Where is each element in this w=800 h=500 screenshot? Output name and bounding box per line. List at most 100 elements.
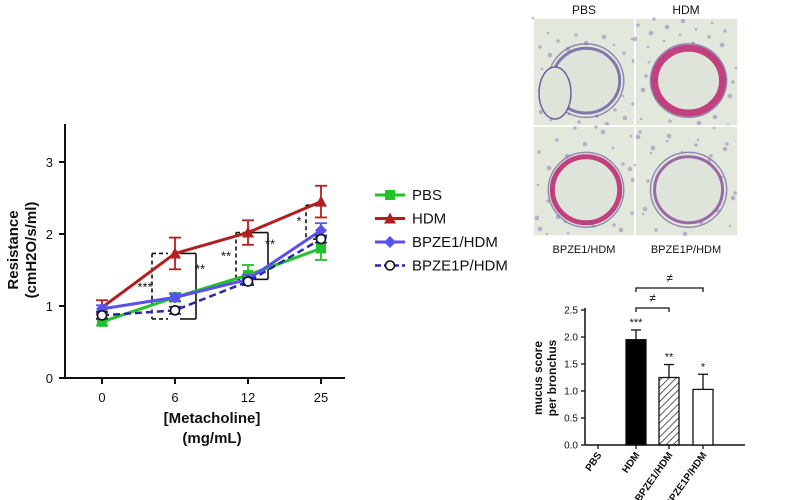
tissue-speck: [536, 183, 540, 187]
y-tick-label: 3: [46, 155, 53, 170]
tissue-speck: [632, 36, 638, 42]
data-point: [242, 226, 254, 238]
data-point: [315, 224, 327, 237]
bar-x-tick-label: HDM: [620, 450, 642, 475]
airway-lumen: [651, 44, 727, 117]
series-bpze1-hdm: [96, 222, 327, 315]
line-chart-x-ticks: 0 6 12 25: [98, 378, 328, 405]
tissue-speck: [727, 93, 733, 99]
tissue-speck: [546, 31, 550, 35]
tissue-speck: [640, 87, 646, 93]
tissue-speck: [612, 223, 616, 227]
tissue-speck: [537, 150, 541, 154]
tissue-speck: [646, 179, 650, 183]
histology-panels: PBS HDM BPZE1/HDM BPZE1P/HDM: [531, 3, 739, 256]
histology-panel-bpze1-hdm: [532, 125, 636, 237]
tissue-speck: [712, 114, 718, 120]
tissue-speck: [647, 60, 651, 64]
data-point: [169, 305, 181, 316]
tissue-speck: [538, 109, 544, 115]
tissue-speck: [652, 17, 656, 21]
tissue-speck: [642, 206, 648, 212]
tissue-speck: [618, 227, 624, 233]
tissue-speck: [577, 120, 581, 124]
compare-bracket-outer: [635, 287, 704, 292]
sig-label: **: [221, 249, 231, 264]
legend-label: PBS: [412, 187, 442, 204]
tissue-speck: [633, 163, 637, 167]
line-chart-y-ticks: 0 1 2 3: [46, 155, 65, 386]
compare-symbol: ≠: [666, 271, 673, 285]
line-chart-axes: [64, 124, 345, 379]
bar-significance: *: [701, 361, 706, 373]
bar-y-tick-label: 1.5: [564, 360, 578, 371]
tissue-speck: [730, 195, 736, 201]
airway-lumen: [549, 154, 623, 226]
bar-group: **: [658, 352, 680, 446]
tissue-speck: [680, 18, 686, 24]
tissue-speck: [540, 67, 544, 71]
bar: [658, 376, 680, 446]
tissue-speck: [531, 16, 535, 20]
tissue-speck: [600, 129, 606, 135]
data-point: [242, 276, 254, 287]
y-tick-label: 0: [46, 371, 53, 386]
bar-y-axis-label-line2: per bronchus: [545, 339, 559, 416]
tissue-speck: [621, 162, 625, 166]
series-line: [101, 237, 322, 317]
y-axis-label-line2: (cmH2O/s/ml): [23, 202, 40, 299]
tissue-speck: [604, 121, 610, 127]
series-line: [101, 246, 322, 324]
tissue-speck: [546, 165, 552, 171]
tissue-speck: [694, 143, 698, 147]
tissue-speck: [650, 145, 656, 151]
compare-symbol: ≠: [649, 291, 656, 305]
tissue-speck: [709, 154, 713, 158]
tissue-speck: [733, 191, 737, 195]
data-point: [96, 310, 108, 321]
tissue-speck: [696, 138, 700, 142]
bar-y-tick-label: 0.5: [564, 414, 578, 425]
tissue-speck: [538, 45, 542, 49]
histology-panel-bpze1p-hdm: [633, 125, 739, 237]
line-chart-series: [96, 184, 327, 327]
bar-y-tick-label: 2.5: [564, 306, 578, 317]
sig-label: *: [296, 213, 301, 228]
tissue-speck: [545, 232, 549, 236]
legend-marker: [385, 190, 395, 200]
tissue-speck: [664, 24, 670, 30]
tissue-speck: [696, 120, 702, 126]
x-axis-label-line1: [Metacholine]: [164, 410, 261, 427]
legend-item: BPZE1P/HDM: [375, 258, 508, 275]
tissue-speck: [613, 108, 617, 112]
tissue-speck: [710, 21, 714, 25]
bar-significance: **: [665, 352, 674, 364]
bar-group: ***: [625, 317, 647, 446]
bar: [692, 388, 714, 446]
tissue-speck: [648, 30, 654, 36]
tissue-speck: [678, 33, 682, 37]
tissue-speck: [631, 102, 635, 106]
tissue-speck: [646, 45, 650, 49]
histology-panel-hdm: [632, 17, 739, 127]
airway-wall: [649, 43, 728, 119]
tissue-speck: [630, 37, 634, 41]
tissue-speck: [611, 146, 615, 150]
bar-y-axis-label-line1: mucus score: [531, 341, 545, 415]
tissue-speck: [725, 142, 729, 146]
tissue-speck: [622, 115, 628, 121]
data-point: [315, 195, 327, 207]
tissue-speck: [630, 177, 636, 183]
bar-x-tick-label: PBS: [584, 450, 605, 473]
tissue-speck: [638, 130, 642, 134]
legend-marker: [384, 236, 396, 248]
legend-item: PBS: [375, 187, 442, 204]
tissue-speck: [629, 134, 633, 138]
tissue-speck: [723, 29, 727, 33]
x-axis-label-line2: (mg/mL): [182, 430, 241, 447]
tissue-speck: [728, 224, 732, 228]
airway-wall: [649, 151, 728, 228]
line-chart-legend: PBS HDM BPZE1/HDM BPZE1P/HDM: [375, 187, 508, 275]
